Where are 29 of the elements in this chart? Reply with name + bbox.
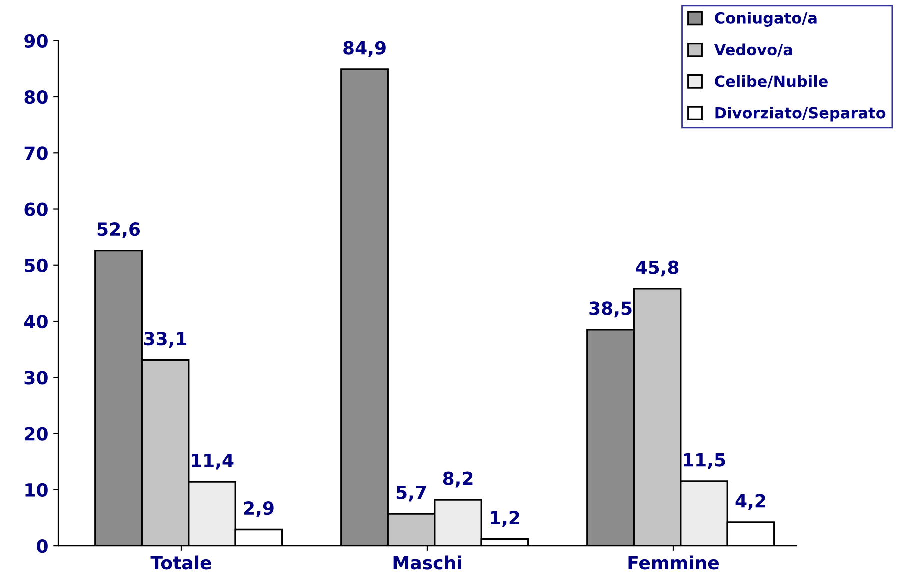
data-label: 52,6 [98,222,140,238]
y-tick-label: 40 [24,314,48,329]
y-tick-label: 20 [25,427,48,441]
y-tick-label: 90 [24,34,48,48]
legend-label: Divorziato/Separato [716,106,886,122]
data-label: 1,2 [491,511,520,528]
legend-label: Vedovo/a [714,44,792,57]
data-label: 11,5 [684,453,726,470]
data-label: 2,9 [244,501,274,518]
y-tick-label: 0 [37,540,48,554]
y-tick-label: 60 [24,202,48,216]
data-label: 8,2 [443,472,473,488]
data-label: 33,1 [144,332,187,348]
data-label: 5,7 [396,486,426,502]
legend-label: Celibe/Nubile [715,75,828,88]
data-label: 38,5 [590,302,632,318]
y-tick-label: 50 [25,258,48,273]
data-label: 45,8 [636,260,679,277]
x-tick-label: Femmine [628,556,720,570]
y-tick-label: 80 [24,90,48,104]
x-tick-label: Maschi [394,556,462,570]
y-tick-label: 70 [24,146,48,160]
data-label: 84,9 [344,41,386,58]
data-label: 4,2 [736,494,766,510]
y-tick-label: 30 [24,371,48,385]
x-tick-label: Totale [150,556,212,570]
data-label: 11,4 [192,454,234,470]
y-tick-label: 10 [26,483,48,498]
legend-label: Coniugato/a [715,12,817,27]
